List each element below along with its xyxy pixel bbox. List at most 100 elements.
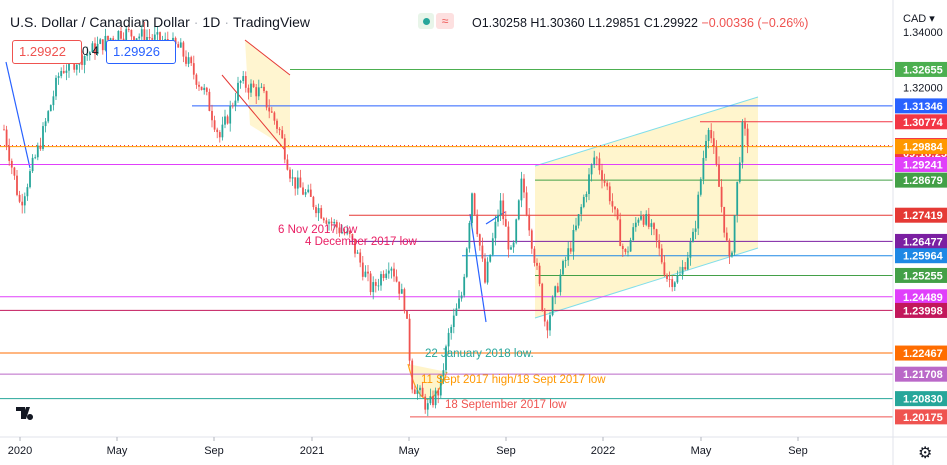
candle-body: [408, 318, 411, 361]
price-label-bg: [895, 233, 947, 249]
candle-body: [655, 229, 658, 241]
candle-body: [577, 214, 580, 226]
candle: [598, 152, 601, 175]
data-problem-icon[interactable]: ≈: [436, 13, 454, 29]
price-label-bg: [895, 345, 947, 361]
candle-body: [437, 390, 440, 396]
candle: [642, 214, 645, 228]
tradingview-logo-icon[interactable]: [16, 405, 42, 426]
candle: [567, 241, 570, 266]
candle: [556, 282, 559, 294]
candle-body: [413, 389, 416, 394]
candle: [447, 328, 450, 354]
candle: [309, 183, 312, 197]
currency-selector[interactable]: CAD ▾: [903, 12, 935, 25]
candle-body: [247, 87, 250, 93]
price-label-bg: [895, 409, 947, 425]
price-label-text: 1.31346: [903, 101, 943, 113]
candle-body: [468, 223, 471, 249]
candle-body: [21, 201, 24, 206]
price-label-1.30774: 1.30774: [895, 114, 947, 130]
candle-body: [138, 36, 141, 39]
candle: [101, 39, 104, 55]
candle: [29, 168, 31, 189]
candle: [359, 248, 362, 268]
candle-body: [10, 160, 13, 168]
candle-body: [387, 270, 390, 274]
candle-body: [530, 230, 533, 249]
candle: [304, 188, 307, 198]
candle-body: [640, 216, 642, 220]
falling-channel-lower: [221, 74, 286, 151]
price-label-1.29884: 1.29884: [895, 139, 947, 155]
candle: [640, 210, 642, 221]
candle-body: [367, 271, 369, 274]
candle: [343, 228, 346, 236]
candle: [39, 137, 42, 151]
candle-body: [452, 315, 455, 328]
candle: [450, 324, 453, 340]
price-label-bg: [895, 207, 947, 223]
candle-body: [517, 200, 520, 220]
candle: [666, 273, 668, 282]
candle-body: [473, 193, 476, 215]
candle: [681, 260, 684, 280]
candle: [312, 195, 315, 210]
candle: [580, 204, 583, 222]
market-status-icon[interactable]: [418, 13, 434, 29]
candle-body: [273, 112, 276, 121]
candle: [442, 363, 445, 385]
candle-body: [239, 80, 242, 83]
candle-body: [504, 219, 507, 227]
candle: [83, 55, 86, 74]
gear-icon[interactable]: ⚙: [918, 445, 933, 462]
candle-body: [263, 86, 265, 92]
sell-price-button[interactable]: 1.29922: [12, 40, 82, 64]
candle-body: [18, 194, 21, 202]
candle-body: [23, 196, 26, 206]
candle-body: [471, 193, 473, 224]
candle-body: [385, 273, 388, 278]
price-label-text: 1.24489: [903, 292, 943, 304]
candle: [104, 28, 107, 52]
candle-body: [406, 311, 408, 319]
symbol-name[interactable]: U.S. Dollar / Canadian Dollar: [10, 14, 190, 30]
candle-body: [296, 177, 299, 189]
candle-body: [494, 221, 497, 239]
candle-body: [120, 30, 122, 39]
candle-body: [647, 213, 650, 227]
candle: [536, 258, 538, 271]
candle-body: [13, 167, 16, 176]
candle-body: [660, 248, 663, 263]
candle: [322, 217, 325, 224]
candle: [590, 163, 593, 182]
price-label-bg: [895, 61, 947, 77]
candle: [86, 46, 89, 61]
candle: [671, 275, 674, 292]
candle-body: [512, 242, 515, 248]
candle: [205, 86, 208, 96]
candle: [520, 171, 523, 208]
candle-body: [203, 87, 206, 91]
change-value: −0.00336 (−0.26%): [701, 16, 809, 30]
candle: [512, 240, 515, 253]
candle-body: [666, 274, 668, 280]
candle: [489, 254, 492, 263]
candle: [408, 314, 411, 366]
candle: [354, 239, 356, 258]
candle-body: [736, 181, 739, 216]
candle-body: [702, 157, 705, 180]
price-label-bg: [895, 289, 947, 305]
candle-body: [57, 76, 60, 78]
candle: [341, 224, 343, 235]
candle: [393, 262, 395, 282]
candle-body: [289, 169, 291, 179]
candle-body: [400, 289, 403, 294]
interval-label[interactable]: 1D: [202, 14, 221, 30]
price-label-1.21708: 1.21708: [895, 366, 947, 382]
buy-price-button[interactable]: 1.29926: [106, 40, 176, 64]
candle-body: [575, 225, 577, 230]
candle: [385, 269, 388, 280]
rising-channel-fill: [535, 97, 758, 318]
